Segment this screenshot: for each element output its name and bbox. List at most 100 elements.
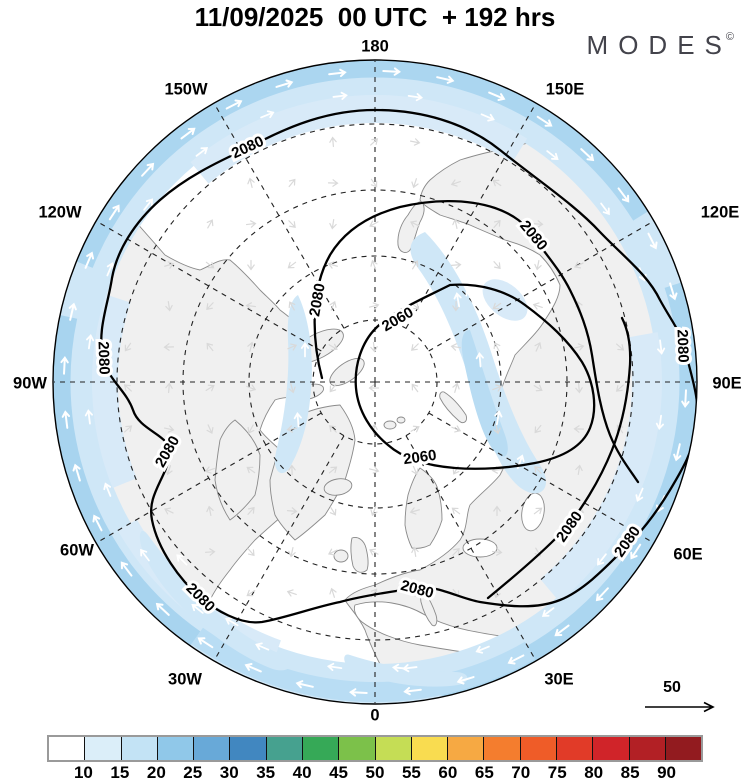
wind-arrow-icon (106, 262, 115, 277)
wind-arrow-icon (411, 178, 419, 189)
wind-arrow-icon (204, 548, 216, 556)
wind-arrow-icon (596, 553, 607, 566)
wind-arrow-icon (286, 589, 297, 597)
wind-arrow-icon (143, 198, 154, 211)
island-great-britain (350, 537, 369, 573)
copyright-mark: © (725, 31, 734, 43)
meridian-line (214, 103, 345, 329)
colorbar-cell-8 (301, 737, 339, 760)
wind-arrow-icon (225, 617, 239, 627)
wind-arrow-icon (247, 506, 255, 515)
wind-arrow-icon (507, 654, 525, 665)
wind-arrow-icon (165, 382, 173, 394)
wind-arrow-icon (124, 425, 133, 433)
wind-arrow-icon (452, 382, 460, 393)
colorbar-cell-7 (265, 737, 302, 760)
colorbar-tick-label: 15 (110, 763, 130, 782)
wind-arrow-icon (103, 482, 112, 497)
wind-arrow-icon (206, 302, 214, 310)
wind-arrow-icon (534, 466, 542, 474)
wind-arrow-icon (573, 425, 585, 433)
wind-arrow-icon (247, 177, 255, 188)
colorbar-cell-14 (519, 737, 556, 760)
colorbar-cell-10 (374, 737, 411, 760)
wind-arrow-icon (176, 554, 188, 566)
wind-arrow-icon (536, 115, 553, 127)
wind-arrow-icon (492, 302, 502, 310)
colorbar-tick-label: 65 (474, 763, 494, 782)
wind-arrow-icon (494, 410, 503, 426)
wind-arrow-icon (61, 410, 71, 429)
wind-arrow-icon (68, 302, 77, 321)
longitude-label: 120E (701, 203, 740, 221)
wind-arrow-icon (84, 409, 93, 425)
colorbar-tick-label: 60 (438, 763, 458, 782)
graticule (54, 61, 696, 703)
wind-arrow-icon (329, 506, 337, 516)
wind-arrow-icon (288, 178, 296, 188)
colorbar-cell-9 (338, 737, 375, 760)
wind-arrow-icon (247, 548, 255, 557)
landmass-kamchatka (397, 201, 425, 253)
wind-arrow-icon (245, 302, 257, 310)
wind-arrow-icon (616, 343, 625, 351)
wind-arrow-icon (163, 343, 175, 351)
wind-arrow-icon (288, 546, 296, 558)
wind-arrow-icon (255, 642, 270, 651)
wind-arrow-icon (533, 507, 543, 515)
wind-arrow-icon (247, 341, 255, 352)
wind-arrow-icon (532, 302, 543, 310)
wind-arrow-icon (488, 91, 506, 102)
wind-arrow-icon (246, 466, 256, 474)
wind-arrow-icon (246, 384, 257, 392)
wind-arrow-icon (673, 443, 682, 462)
wind-arrow-icon (206, 342, 214, 352)
contour-2060-loop (354, 283, 596, 470)
colorbar-tick-label: 40 (292, 763, 312, 782)
colorbar-tick-label: 35 (256, 763, 276, 782)
wind-arrow-icon (493, 219, 501, 228)
wind-arrow-icon (657, 339, 666, 355)
wind-arrow-icon (247, 424, 255, 434)
wind-arrow-icon (164, 261, 175, 269)
wind-arrow-icon (580, 148, 595, 162)
wind-arrow-icon (369, 302, 380, 310)
wind-band-arc (92, 294, 137, 489)
wind-arrow-icon (411, 383, 419, 393)
wind-arrow-icon (370, 341, 378, 353)
wind-reference-value: 50 (663, 679, 681, 696)
wind-arrow-icon (329, 587, 337, 598)
meridian-line (214, 435, 345, 661)
wind-arrow-icon (411, 546, 419, 558)
jet-wind-arrows (60, 67, 690, 697)
wind-arrow-icon (370, 506, 378, 517)
longitude-label: 180 (361, 37, 389, 55)
wind-arrow-icon (615, 384, 624, 392)
wind-band-arc (191, 627, 535, 702)
latitude-circle (248, 255, 502, 509)
longitude-label: 90E (712, 374, 741, 392)
wind-arrow-icon (532, 220, 544, 228)
wind-arrow-icon (534, 341, 542, 352)
wind-arrow-icon (475, 351, 484, 368)
wind-arrow-icon (328, 466, 338, 474)
contour-2080-main (100, 108, 697, 624)
longitude-label: 90W (13, 374, 47, 392)
wind-arrow-icon (260, 110, 275, 119)
wind-arrow-icon (493, 505, 501, 517)
wind-arrow-icon (453, 292, 462, 308)
colorbar-cell-6 (229, 737, 266, 760)
longitude-label: 150E (546, 80, 585, 98)
wind-arrow-icon (370, 259, 378, 270)
colorbar-cell-4 (156, 737, 194, 760)
wind-arrow-icon (286, 507, 298, 515)
wind-arrow-icon (546, 150, 559, 161)
wind-arrow-icon (205, 384, 215, 392)
page-title: 11/09/2025 00 UTC + 192 hrs (194, 2, 556, 32)
wind-arrow-icon (391, 663, 408, 672)
colorbar-cell-12 (447, 737, 484, 760)
wind-arrow-icon (163, 425, 175, 433)
meridian-line (96, 412, 322, 543)
colorbar-cell-1 (49, 737, 85, 760)
